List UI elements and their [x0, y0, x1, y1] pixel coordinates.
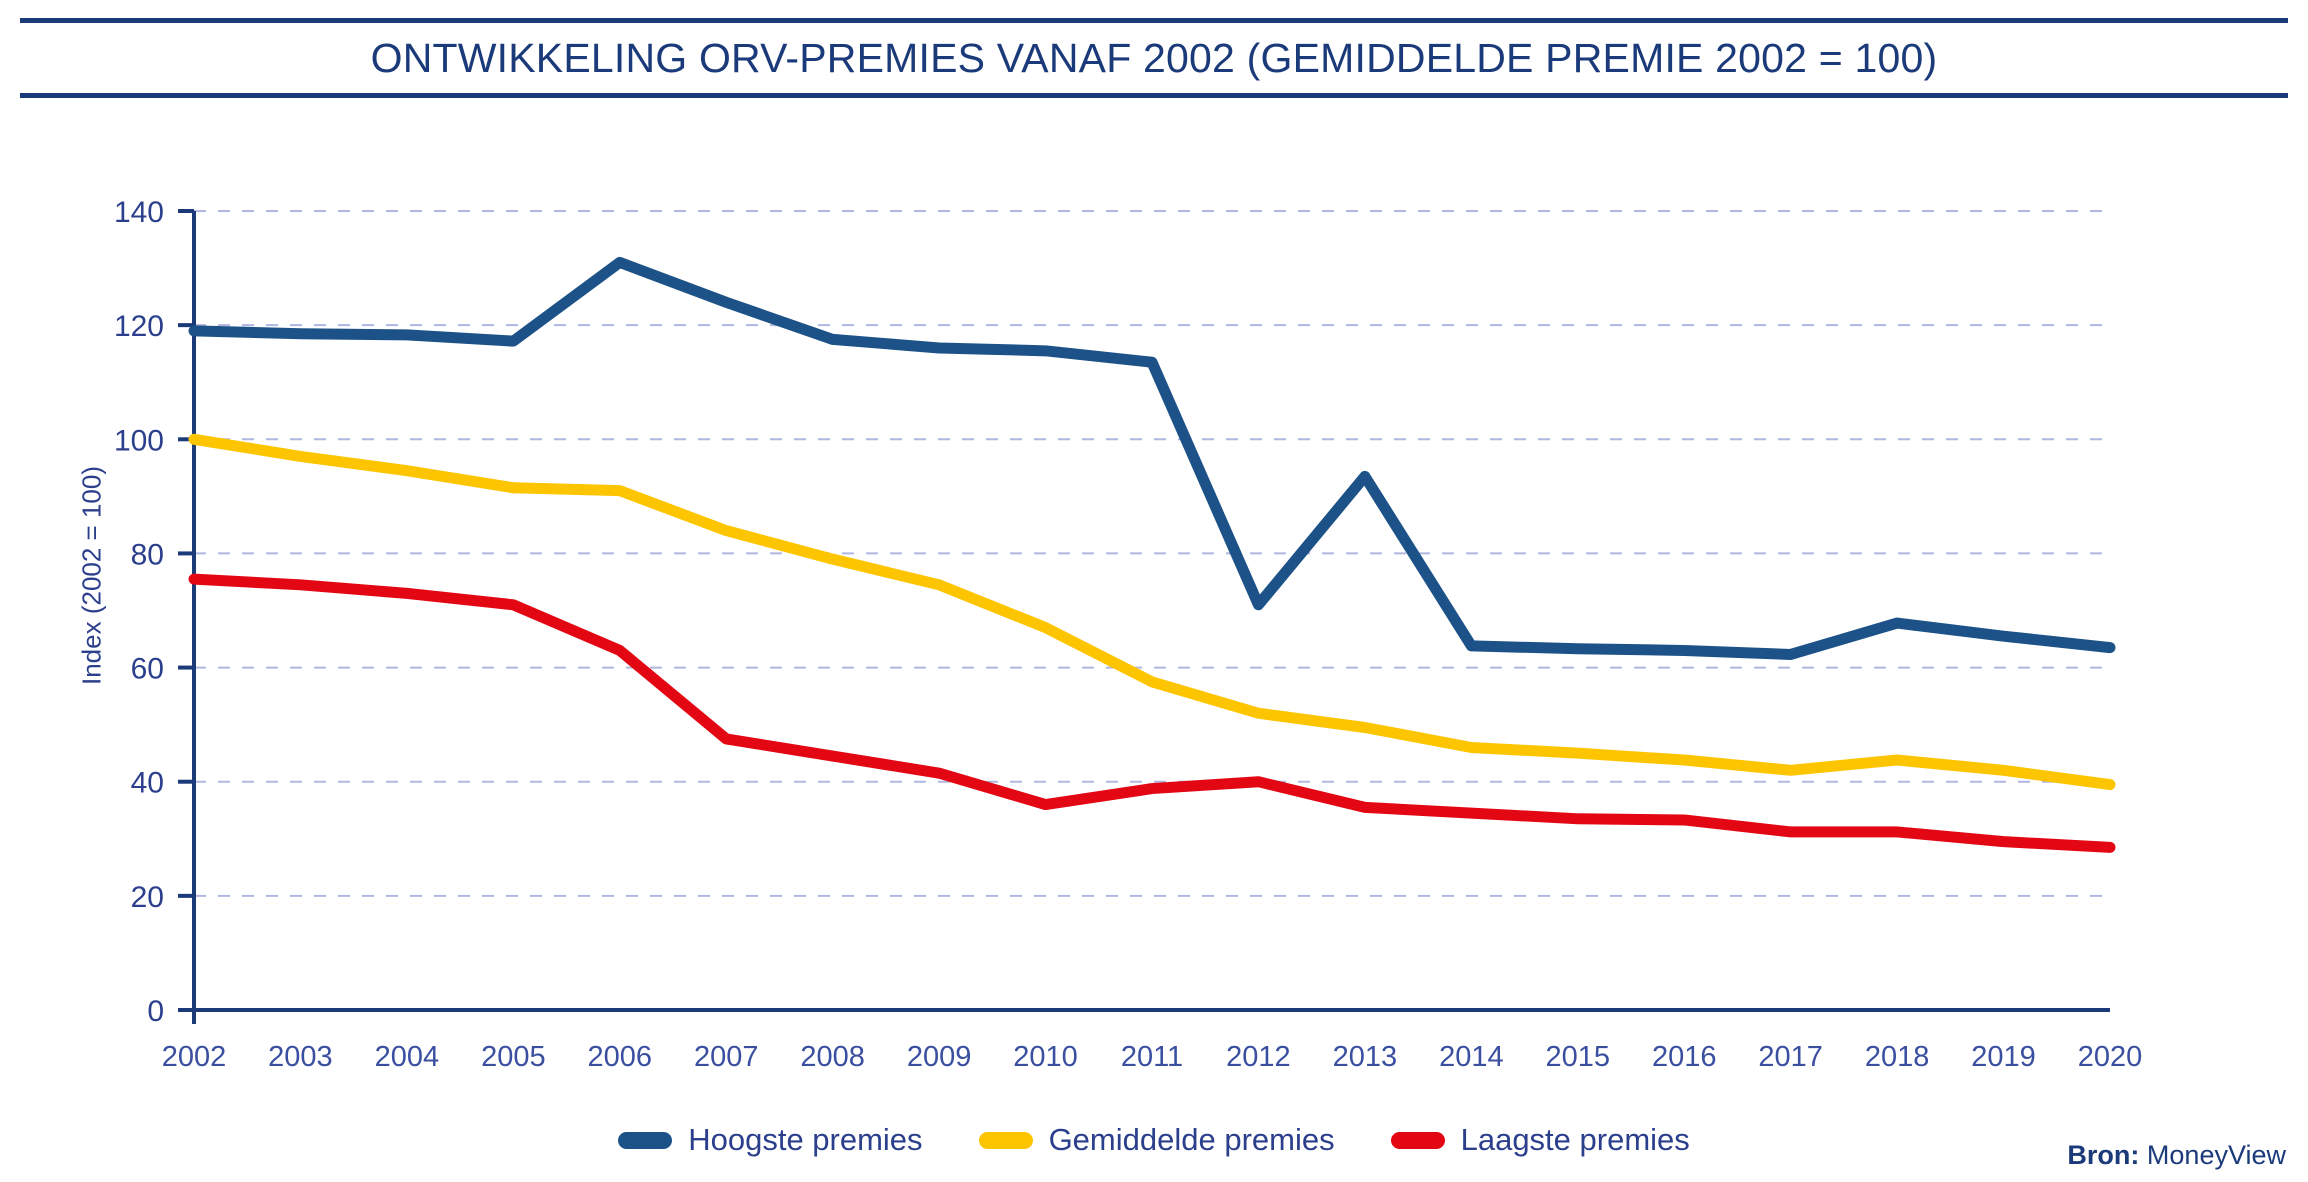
- y-tick-label: 80: [131, 538, 164, 571]
- y-tick-label: 100: [114, 424, 164, 457]
- x-tick-label: 2004: [375, 1041, 440, 1073]
- x-tick-label: 2013: [1333, 1041, 1398, 1073]
- y-tick-label: 120: [114, 310, 164, 343]
- legend-swatch-icon-hoogste: [618, 1131, 673, 1149]
- legend-item-hoogste[interactable]: Hoogste premies: [618, 1122, 923, 1158]
- legend-label-hoogste: Hoogste premies: [688, 1122, 923, 1157]
- legend-label-laagste: Laagste premies: [1460, 1122, 1690, 1157]
- x-tick-label: 2020: [2078, 1041, 2143, 1073]
- x-tick-label: 2018: [1865, 1041, 1930, 1073]
- series-line: [188, 573, 2116, 853]
- x-tick-label: 2015: [1546, 1041, 1611, 1073]
- x-tick-label: 2006: [588, 1041, 653, 1073]
- series-line: [188, 256, 2116, 660]
- x-tick-label: 2011: [1121, 1041, 1183, 1073]
- x-tick-label: 2002: [162, 1041, 227, 1073]
- x-tick-labels: 2002 2003 2004 2005 2006 2007 2008 2009 2010 2011…: [162, 1041, 2143, 1073]
- x-tick-label: 2009: [907, 1041, 972, 1073]
- y-tick-label: 0: [147, 995, 164, 1028]
- x-tick-label: 2010: [1013, 1041, 1078, 1073]
- y-tick-labels: 0 20 40 60 80 100 120 140: [114, 196, 164, 1028]
- legend-item-laagste[interactable]: Laagste premies: [1390, 1122, 1690, 1158]
- x-tick-label: 2008: [800, 1041, 865, 1073]
- x-tick-label: 2005: [481, 1041, 546, 1073]
- gridlines: [194, 210, 2110, 897]
- legend-swatch-icon-laagste: [1390, 1131, 1445, 1149]
- legend-label-gemiddelde: Gemiddelde premies: [1048, 1122, 1335, 1157]
- y-axis-label: Index (2002 = 100): [76, 466, 107, 685]
- x-tick-label: 2003: [268, 1041, 333, 1073]
- legend-swatch-icon-gemiddelde: [978, 1131, 1033, 1149]
- y-tick-label: 60: [131, 653, 164, 686]
- y-tick-label: 40: [131, 767, 164, 800]
- title-band: ONTWIKKELING ORV-PREMIES VANAF 2002 (GEM…: [20, 18, 2288, 98]
- source-value: MoneyView: [2146, 1140, 2286, 1170]
- x-tick-label: 2007: [694, 1041, 759, 1073]
- series-lines: [188, 256, 2116, 853]
- legend: Hoogste premies Gemiddelde premies Laags…: [0, 1122, 2308, 1158]
- legend-item-gemiddelde[interactable]: Gemiddelde premies: [978, 1122, 1335, 1158]
- y-tick-label: 140: [114, 196, 164, 229]
- x-tick-label: 2014: [1439, 1041, 1504, 1073]
- x-tick-label: 2012: [1226, 1041, 1291, 1073]
- x-tick-label: 2019: [1971, 1041, 2036, 1073]
- x-tick-label: 2016: [1652, 1041, 1717, 1073]
- y-tick-label: 20: [131, 881, 164, 914]
- source-label: Bron:: [2067, 1140, 2140, 1170]
- page-title: ONTWIKKELING ORV-PREMIES VANAF 2002 (GEM…: [370, 34, 1938, 81]
- series-line: [188, 433, 2116, 791]
- source-attribution: Bron: MoneyView: [2067, 1140, 2286, 1171]
- x-tick-label: 2017: [1758, 1041, 1823, 1073]
